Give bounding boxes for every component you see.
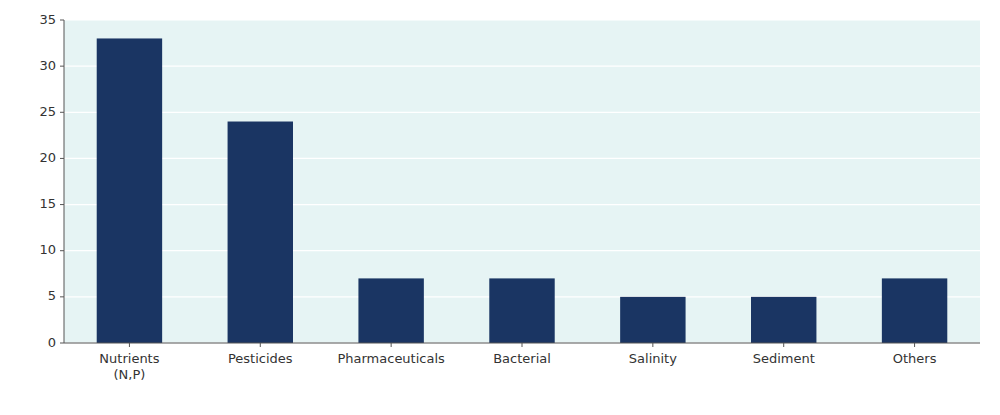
x-tick-label: Pesticides [228,351,293,366]
bars [97,38,948,343]
y-tick-label: 30 [39,58,56,73]
bar [228,122,293,343]
y-tick-label: 15 [39,196,56,211]
x-tick [260,343,261,347]
bar [489,278,554,343]
x-tick [652,343,653,347]
bar [358,278,423,343]
x-tick-label: Others [893,351,937,366]
x-tick [129,343,130,347]
y-tick-label: 0 [48,335,56,350]
y-tick [60,250,64,251]
plot-background [64,20,980,343]
y-tick [60,204,64,205]
chart-container: 0 5 10 15 20 25 30 35 Nutrients(N,P) Pesticides Ph… [0,0,1000,415]
grid-line [64,158,980,159]
y-tick [60,112,64,113]
y-axis: 0 5 10 15 20 25 30 35 [39,12,64,350]
y-tick [60,296,64,297]
y-tick-label: 5 [48,288,56,303]
y-tick [60,343,64,344]
x-tick [391,343,392,347]
x-tick [522,343,523,347]
grid-line [64,66,980,67]
x-tick-label: Nutrients(N,P) [99,351,159,382]
bar [882,278,947,343]
y-tick [60,20,64,21]
grid-line [64,112,980,113]
x-tick-label: Bacterial [493,351,551,366]
x-tick [783,343,784,347]
bar [97,38,162,343]
grid-line [64,250,980,251]
grid-line [64,204,980,205]
bar [620,297,685,343]
y-tick [60,66,64,67]
grid [64,20,980,343]
x-tick [914,343,915,347]
x-tick-label: Sediment [753,351,815,366]
y-tick-label: 10 [39,242,56,257]
y-tick-label: 20 [39,150,56,165]
y-tick-label: 25 [39,104,56,119]
y-tick-label: 35 [39,12,56,27]
y-tick [60,158,64,159]
grid-line [64,19,980,20]
y-axis-line [64,20,65,343]
chart: 0 5 10 15 20 25 30 35 Nutrients(N,P) Pesticides Ph… [0,0,1000,415]
bar [751,297,816,343]
x-tick-label: Salinity [629,351,677,366]
x-tick-label: Pharmaceuticals [337,351,445,366]
x-axis: Nutrients(N,P) Pesticides Pharmaceuticals B… [64,20,980,382]
